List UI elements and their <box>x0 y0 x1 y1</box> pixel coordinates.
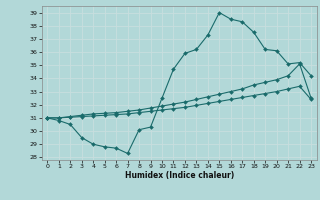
X-axis label: Humidex (Indice chaleur): Humidex (Indice chaleur) <box>124 171 234 180</box>
